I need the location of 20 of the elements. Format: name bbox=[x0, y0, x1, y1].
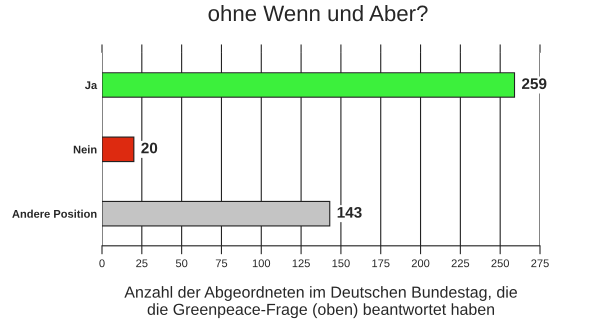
x-tick-label: 125 bbox=[292, 259, 310, 268]
y-tick-label: Andere Position bbox=[12, 210, 96, 218]
x-tick-label: 100 bbox=[252, 259, 270, 268]
chart-title: ohne Wenn und Aber? bbox=[208, 4, 428, 22]
x-tick-label: 25 bbox=[136, 259, 148, 268]
y-tick-label: Nein bbox=[74, 145, 96, 154]
x-tick-label: 175 bbox=[372, 259, 390, 268]
y-tick-label: Ja bbox=[84, 81, 98, 90]
x-tick-label: 275 bbox=[531, 259, 549, 268]
data-label: 20 bbox=[141, 142, 158, 154]
x-tick-label: 200 bbox=[412, 259, 430, 268]
data-label: 259 bbox=[522, 78, 546, 90]
x-tick-label: 50 bbox=[176, 259, 188, 268]
x-tick-label: 225 bbox=[452, 259, 470, 268]
x-tick-label: 150 bbox=[332, 259, 350, 268]
x-tick-label: 75 bbox=[216, 259, 228, 268]
x-tick-label: 250 bbox=[491, 259, 510, 268]
x-axis-title: Anzahl der Abgeordneten im Deutschen Bundestag, die die Greenpeace-Frage (oben) beantwortet haben bbox=[124, 286, 517, 318]
data-label: 143 bbox=[338, 206, 362, 218]
x-tick-label: 0 bbox=[99, 259, 105, 268]
